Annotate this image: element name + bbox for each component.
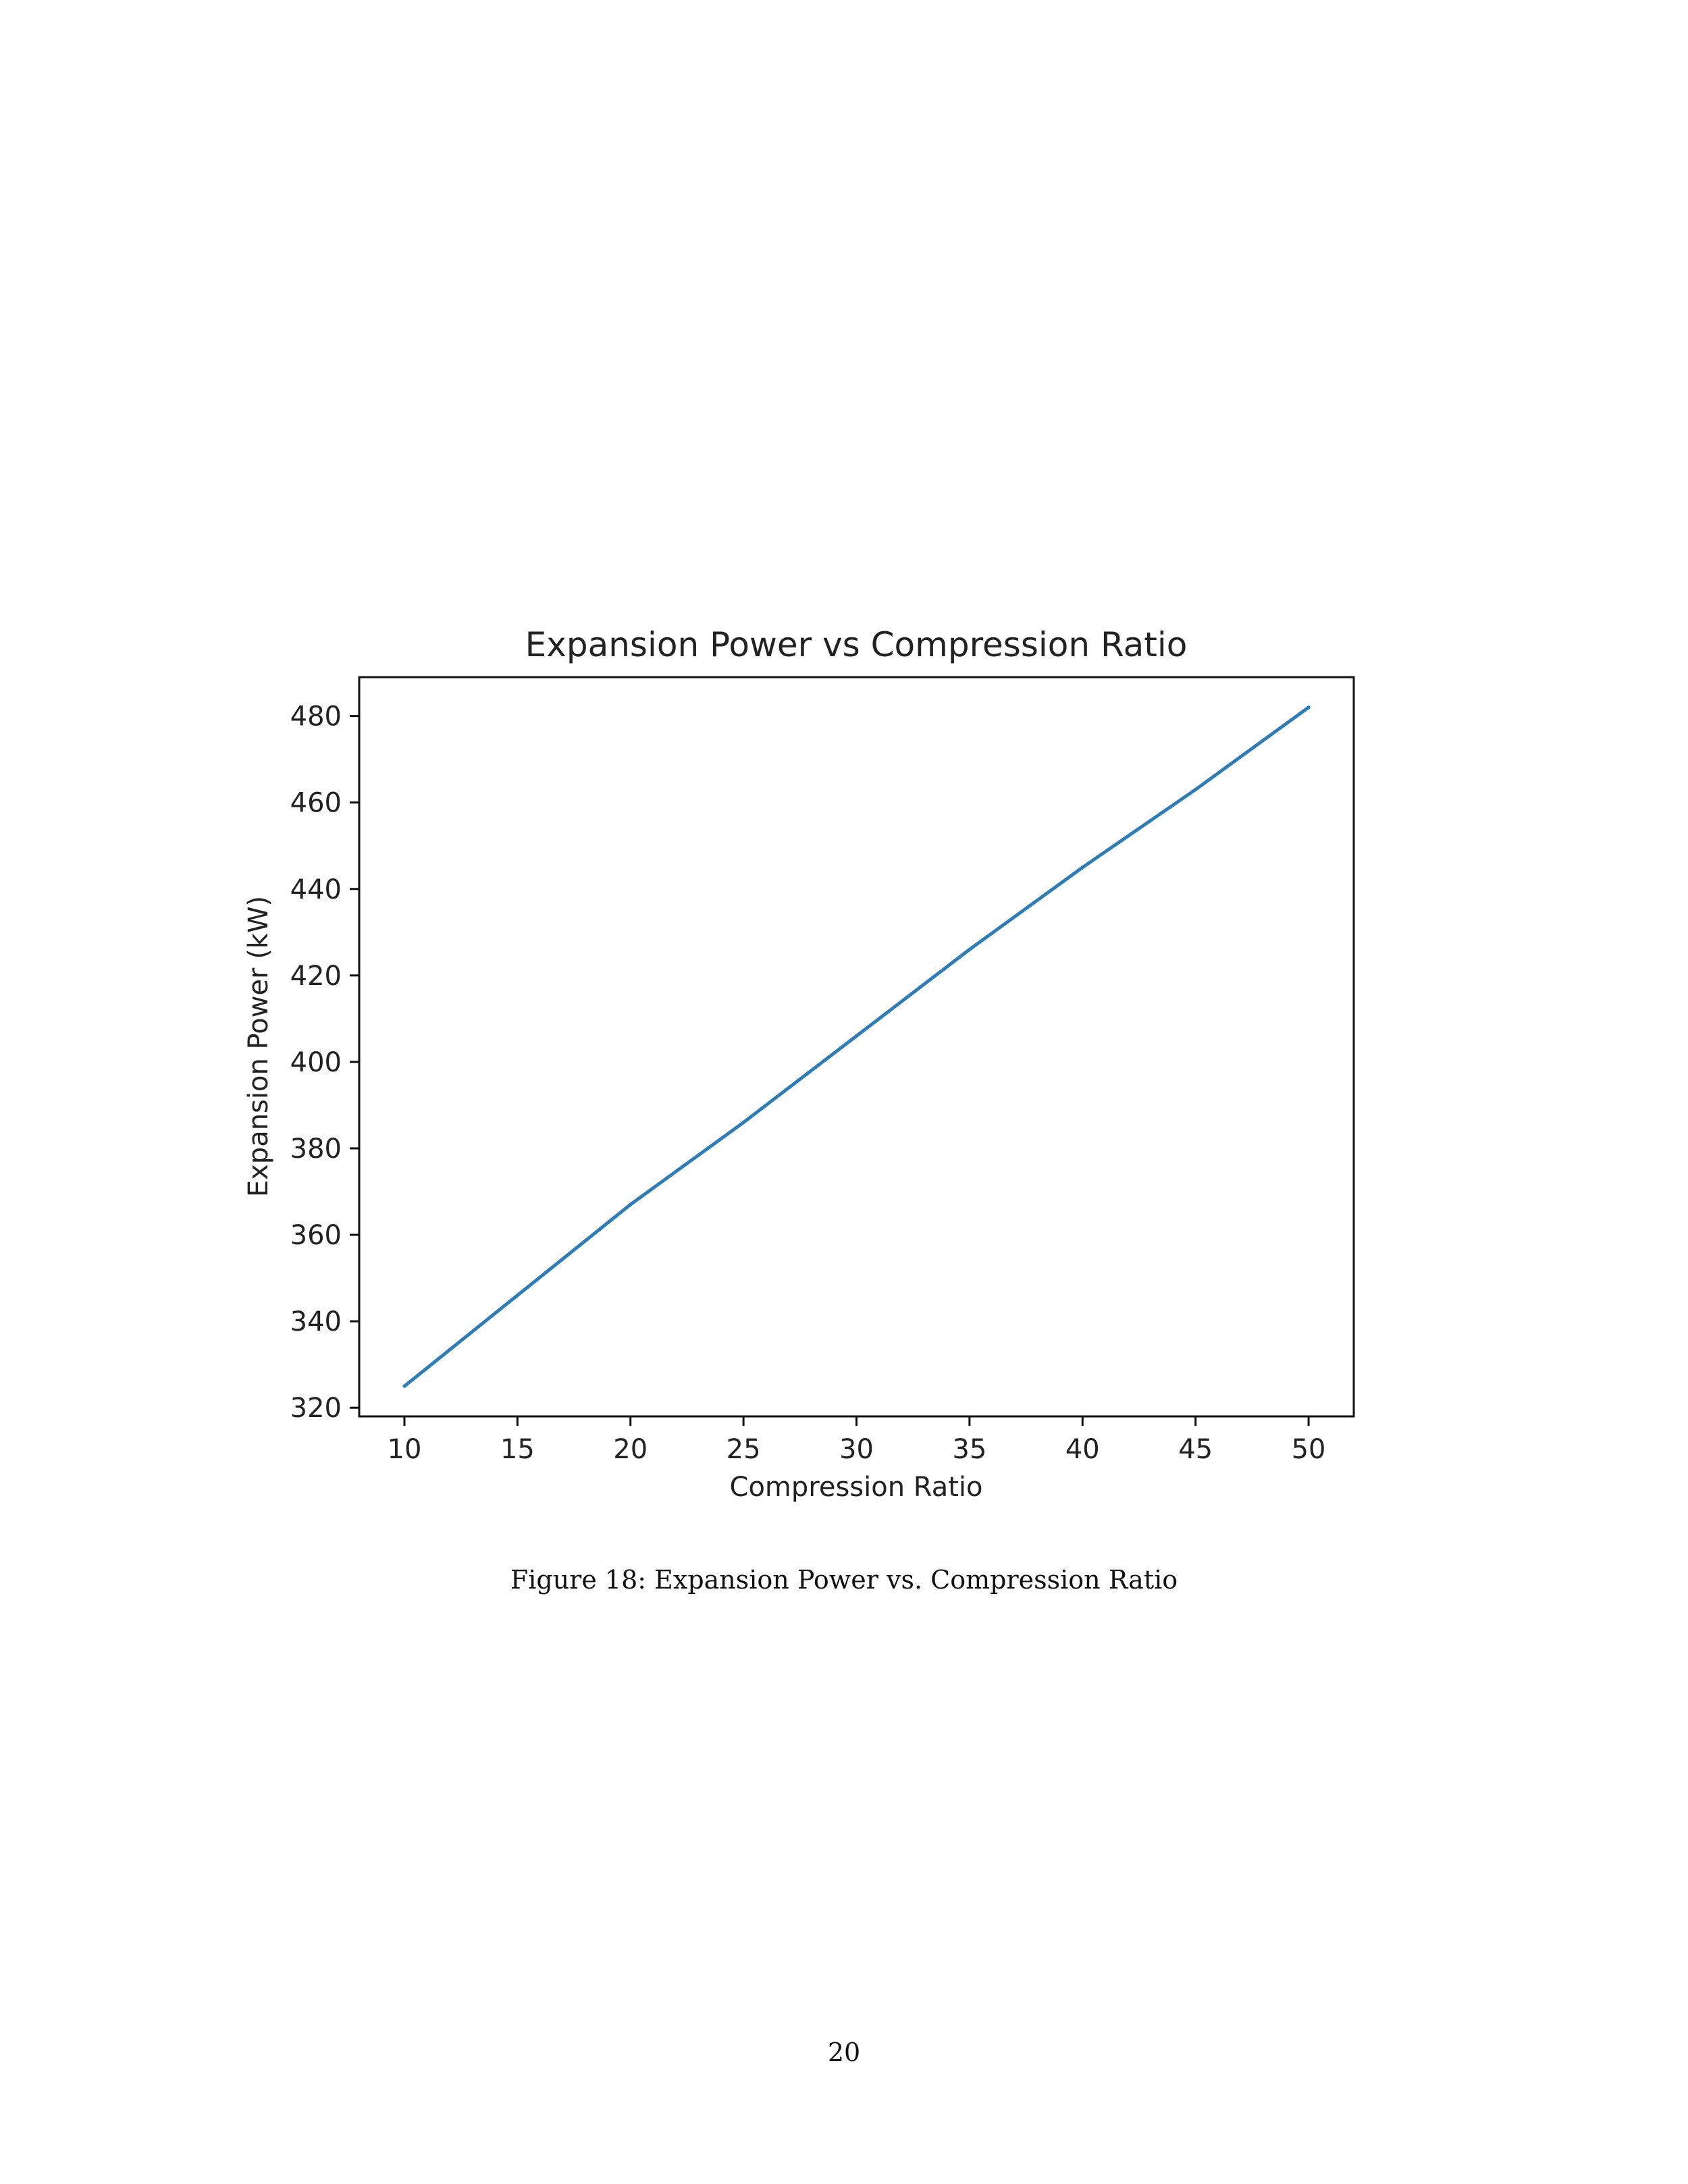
x-axis-ticks: 10 15 20 25 30 35 40 45 50	[388, 1416, 1326, 1465]
x-tick-label: 40	[1065, 1434, 1100, 1465]
data-point	[402, 1384, 406, 1388]
x-tick-label: 50	[1292, 1434, 1326, 1465]
figure-caption: Figure 18: Expansion Power vs. Compressi…	[510, 1565, 1178, 1595]
chart-title: Expansion Power vs Compression Ratio	[525, 625, 1188, 664]
y-axis-ticks: 320 340 360 380 400 420 440 460 480	[290, 701, 359, 1424]
y-tick-label: 420	[290, 961, 342, 992]
x-tick-label: 20	[613, 1434, 648, 1465]
x-tick-label: 45	[1178, 1434, 1213, 1465]
chart: Expansion Power vs Compression Ratio 320…	[243, 625, 1355, 1503]
data-point	[629, 1202, 633, 1206]
page-number: 20	[827, 2037, 861, 2067]
y-tick-label: 360	[290, 1220, 342, 1251]
y-tick-label: 380	[290, 1134, 342, 1165]
chart-figure: Expansion Power vs Compression Ratio 320…	[243, 625, 1355, 1503]
data-point	[1194, 787, 1198, 791]
y-tick-label: 440	[290, 874, 342, 905]
x-tick-label: 30	[839, 1434, 874, 1465]
y-tick-label: 320	[290, 1393, 342, 1424]
y-tick-label: 460	[290, 788, 342, 819]
data-point	[1080, 865, 1084, 870]
y-tick-label: 480	[290, 701, 342, 733]
y-tick-label: 340	[290, 1306, 342, 1337]
y-axis-label: Expansion Power (kW)	[243, 896, 274, 1197]
x-tick-label: 15	[500, 1434, 535, 1465]
x-axis-label: Compression Ratio	[730, 1472, 983, 1503]
data-point	[515, 1294, 519, 1298]
series-layer	[402, 705, 1311, 1388]
data-point	[1307, 705, 1311, 710]
data-point	[968, 947, 972, 951]
x-tick-label: 25	[727, 1434, 761, 1465]
y-tick-label: 400	[290, 1047, 342, 1078]
plot-frame	[358, 676, 1355, 1418]
x-tick-label: 35	[952, 1434, 986, 1465]
x-tick-label: 10	[388, 1434, 422, 1465]
data-point	[855, 1034, 858, 1038]
data-point	[741, 1121, 745, 1125]
series-line-0	[402, 705, 1311, 1388]
